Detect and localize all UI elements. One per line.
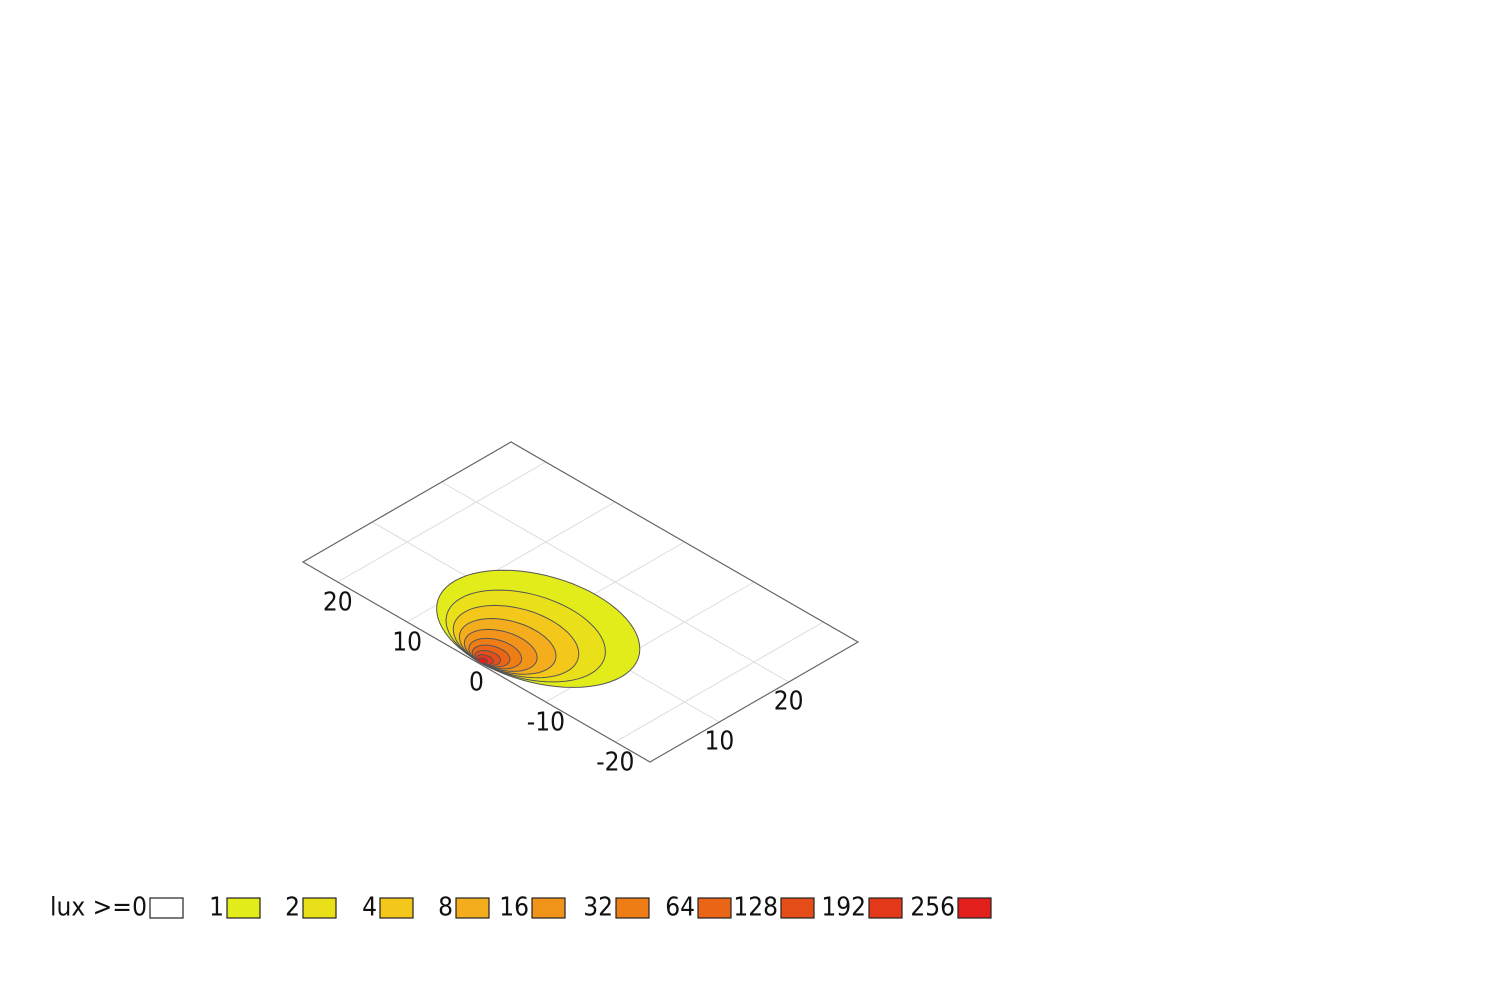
y-tick-label: 10 — [392, 628, 422, 658]
y-tick-label: 0 — [469, 668, 484, 698]
legend-label: 2 — [285, 893, 300, 923]
legend-label: 128 — [733, 893, 778, 923]
grid-line — [615, 621, 824, 743]
legend-label: 32 — [583, 893, 613, 923]
y-tick-label: 20 — [323, 588, 353, 618]
legend-swatch — [957, 897, 992, 919]
legend-swatch — [226, 897, 261, 919]
legend-swatch — [531, 897, 566, 919]
legend-label: 64 — [665, 893, 695, 923]
legend-swatch — [697, 897, 732, 919]
legend-label: 16 — [499, 893, 529, 923]
plane-outline — [301, 441, 860, 763]
legend-swatch — [615, 897, 650, 919]
legend-label: 256 — [910, 893, 955, 923]
legend-label: 0 — [132, 893, 147, 923]
y-tick-label: -20 — [596, 748, 634, 778]
legend-swatch — [379, 897, 414, 919]
grid-line — [337, 461, 546, 583]
x-tick-label: 10 — [704, 727, 734, 757]
legend-swatch — [868, 897, 903, 919]
legend-swatch — [302, 897, 337, 919]
legend-swatch — [780, 897, 815, 919]
legend-label: 4 — [362, 893, 377, 923]
legend-swatch — [149, 897, 184, 919]
y-tick-label: -10 — [527, 708, 565, 738]
contour-region — [477, 657, 489, 664]
legend-label: 1 — [209, 893, 224, 923]
legend-title: lux >= — [50, 893, 132, 923]
legend-swatch — [455, 897, 490, 919]
legend-label: 192 — [821, 893, 866, 923]
legend-label: 8 — [438, 893, 453, 923]
x-tick-label: 20 — [774, 687, 804, 717]
